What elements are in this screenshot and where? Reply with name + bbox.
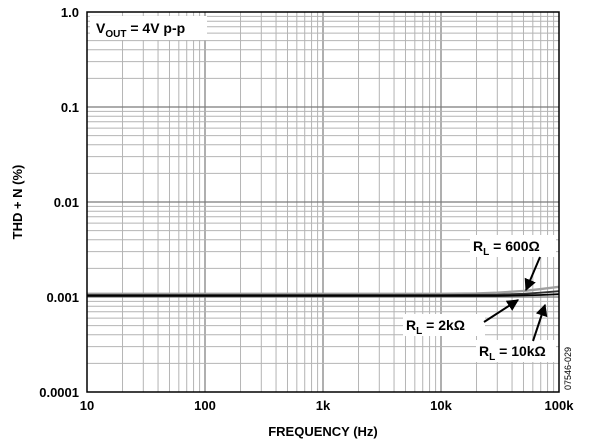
y-tick-label: 1.0 bbox=[61, 5, 79, 20]
series-label-600: RL = 600Ω bbox=[473, 238, 540, 258]
y-tick-label: 0.1 bbox=[61, 100, 79, 115]
x-tick-label: 10 bbox=[80, 398, 94, 413]
arrow-600 bbox=[524, 256, 541, 292]
grid-lines bbox=[87, 12, 559, 392]
y-tick-label: 0.001 bbox=[46, 290, 79, 305]
arrow-10k bbox=[532, 303, 548, 342]
series-label-2k-box bbox=[403, 314, 485, 336]
x-tick-label: 10k bbox=[430, 398, 452, 413]
y-tick-label: 0.0001 bbox=[39, 385, 79, 400]
x-tick-label: 100k bbox=[545, 398, 575, 413]
series-label-2k: RL = 2kΩ bbox=[406, 317, 465, 337]
x-tick-label: 1k bbox=[316, 398, 331, 413]
x-tick-label: 100 bbox=[194, 398, 216, 413]
condition-label: VOUT = 4V p-p bbox=[96, 20, 185, 40]
x-axis-title: FREQUENCY (Hz) bbox=[268, 424, 378, 439]
figure-code: 07546-029 bbox=[563, 347, 573, 390]
series-label-10k: RL = 10kΩ bbox=[479, 343, 546, 363]
series-label-600-box bbox=[470, 235, 556, 257]
condition-label-box bbox=[90, 16, 207, 40]
series-label-10k-box bbox=[476, 340, 556, 362]
y-axis-title: THD + N (%) bbox=[10, 165, 25, 240]
arrow-2k bbox=[483, 299, 520, 323]
series-line-2 bbox=[87, 293, 560, 297]
y-tick-label: 0.01 bbox=[54, 195, 79, 210]
plot-frame bbox=[86, 11, 560, 393]
tick-labels: 10 100 1k 10k 100k 1.0 0.1 0.01 0.001 0.0001 bbox=[39, 5, 574, 413]
